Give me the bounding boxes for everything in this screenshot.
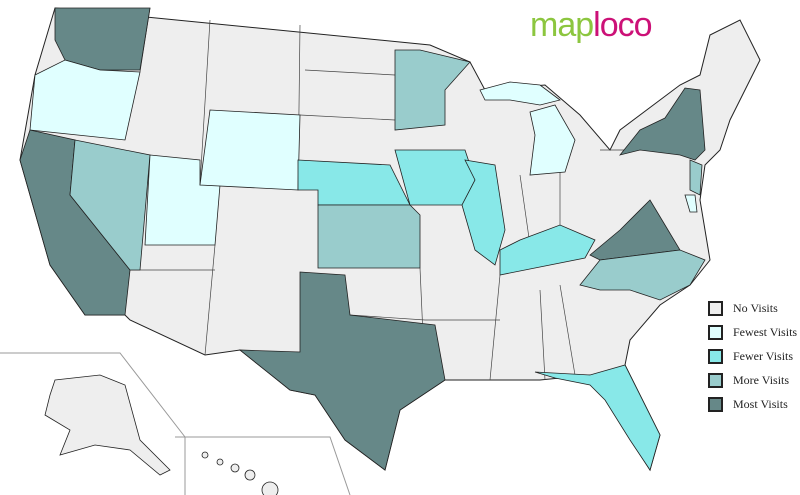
legend: No Visits Fewest Visits Fewer Visits Mor… <box>708 296 797 416</box>
state-texas[interactable] <box>238 271 446 471</box>
legend-item-more-visits: More Visits <box>708 368 797 392</box>
legend-label: Most Visits <box>733 396 788 411</box>
legend-swatch <box>708 324 723 340</box>
legend-label: Fewer Visits <box>733 348 794 363</box>
state-new-jersey[interactable] <box>689 159 703 196</box>
legend-item-fewer-visits: Fewer Visits <box>708 344 797 368</box>
state-hawaii[interactable] <box>201 451 279 495</box>
legend-swatch <box>708 348 723 364</box>
maploco-logo: maploco <box>530 6 653 45</box>
state-delaware[interactable] <box>684 194 698 213</box>
alaska-inset-border <box>0 352 186 495</box>
legend-label: More Visits <box>733 372 790 387</box>
logo-loco: loco <box>593 6 652 44</box>
legend-swatch <box>708 300 723 316</box>
state-illinois[interactable] <box>461 159 506 266</box>
state-oregon[interactable] <box>29 59 141 141</box>
legend-swatch <box>708 372 723 388</box>
legend-label: No Visits <box>733 300 778 315</box>
state-wyoming[interactable] <box>199 109 301 191</box>
state-florida[interactable] <box>534 364 661 471</box>
legend-item-most-visits: Most Visits <box>708 392 797 416</box>
hawaii-inset-border <box>175 436 351 495</box>
legend-item-fewest-visits: Fewest Visits <box>708 320 797 344</box>
logo-map: map <box>530 6 594 44</box>
state-kansas[interactable] <box>317 204 421 269</box>
state-nevada[interactable] <box>69 139 151 271</box>
state-michigan[interactable] <box>479 81 561 106</box>
state-washington[interactable] <box>54 7 151 71</box>
state-kentucky[interactable] <box>499 224 596 276</box>
legend-item-no-visits: No Visits <box>708 296 797 320</box>
state-alaska[interactable] <box>44 374 171 476</box>
state-michigan[interactable] <box>529 104 576 176</box>
state-minnesota[interactable] <box>394 49 471 131</box>
legend-swatch <box>708 396 723 412</box>
legend-label: Fewest Visits <box>733 324 798 339</box>
state-new-york[interactable] <box>618 87 706 161</box>
state-north-carolina[interactable] <box>579 249 706 301</box>
